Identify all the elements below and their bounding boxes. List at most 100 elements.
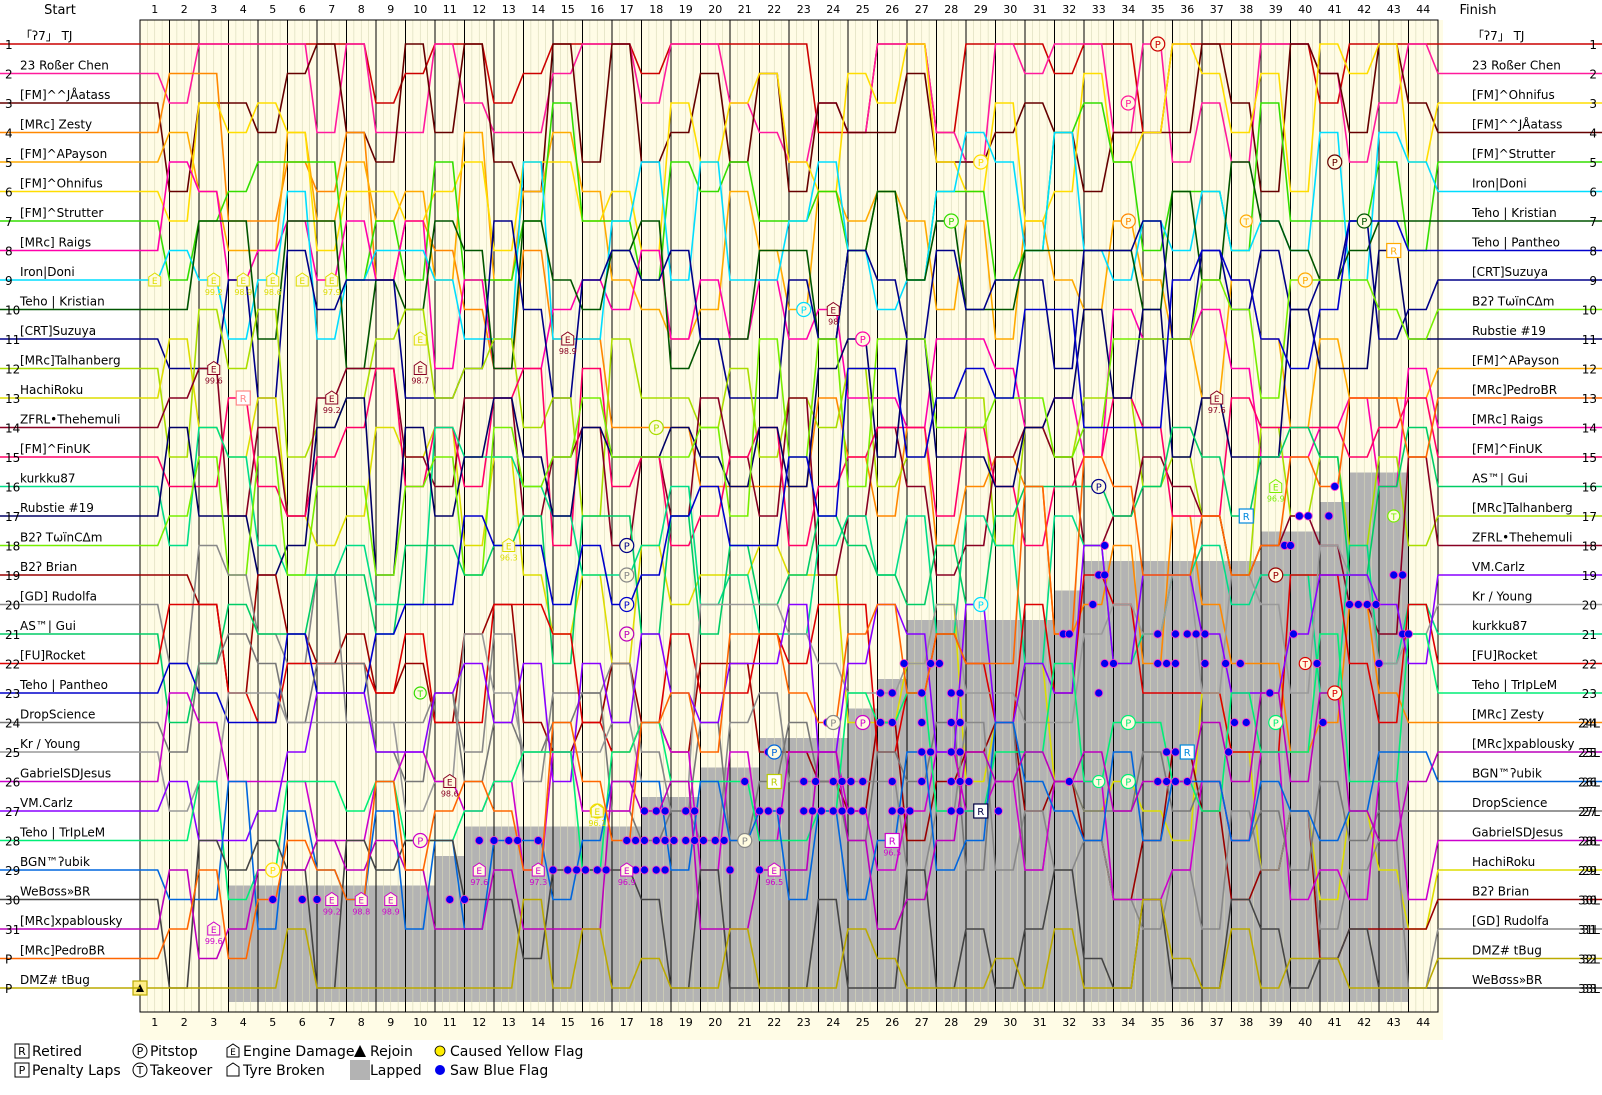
blue-flag-dot: [1094, 688, 1104, 698]
start-driver-name: VM.Carlz: [20, 796, 73, 810]
engine-damage-marker: [590, 803, 604, 818]
blue-flag-dot: [513, 836, 522, 845]
lap-tick-label-bottom: 32: [1062, 1016, 1076, 1029]
start-grid-labels: Start 1 「ʔ7」 TJ 2 23 Roßer Chen 3 [FM]^^JÅata…: [0, 3, 140, 996]
blue-flag-dot: [681, 806, 691, 816]
finish-position-number: 10: [1582, 304, 1597, 318]
pitstop-marker-label: P: [978, 601, 984, 612]
blue-flag-dot: [1289, 629, 1298, 639]
lapped-count-tag: 26L: [1578, 776, 1600, 790]
blue-flag-dot: [445, 895, 455, 904]
pitstop-marker-label: P: [1273, 571, 1279, 582]
penalty-laps-icon: [14, 1062, 30, 1078]
lap-tick-label-top: 22: [767, 3, 781, 16]
driver-position-line: [140, 43, 1439, 252]
start-label: Start: [44, 3, 76, 18]
lap-tick-label-top: 7: [328, 3, 335, 16]
start-driver-name: DMZ# tBug: [20, 973, 90, 987]
lap-tick-label-bottom: 30: [1003, 1016, 1017, 1029]
pitstop-marker-label: P: [1125, 719, 1131, 730]
lap-tick-label-top: 30: [1003, 3, 1017, 16]
pitstop-marker-label: P: [860, 335, 866, 346]
lap-tick-label-top: 35: [1151, 3, 1165, 16]
engine-damage-marker: [384, 891, 398, 906]
finish-label: Finish: [1459, 3, 1496, 18]
start-position-number: 29: [5, 864, 20, 878]
engine-damage-marker-label: E: [211, 926, 217, 936]
blue-flag-dot: [837, 777, 847, 786]
lap-tick-label-top: 13: [502, 3, 516, 16]
lap-tick-label-bottom: 13: [502, 1016, 516, 1029]
finish-driver-name: [GD] Rudolfa: [1472, 914, 1549, 928]
tyre-broken-icon: [226, 1062, 240, 1077]
retired-marker: [884, 832, 900, 849]
retired-marker-label: R: [889, 837, 896, 848]
finish-driver-name: Teho | Pantheo: [1471, 236, 1560, 250]
engine-damage-marker-label: E: [506, 543, 512, 553]
lap-tick-label-top: 3: [210, 3, 217, 16]
blue-flag-dot: [1389, 570, 1399, 580]
blue-flag-dot: [719, 836, 729, 845]
start-driver-name: [FM]^Ohnifus: [20, 177, 103, 191]
lap-tick-label-top: 44: [1416, 3, 1430, 16]
pitstop-marker: [619, 626, 635, 642]
pitstop-marker: [1327, 685, 1343, 701]
engine-damage-marker-label: E: [830, 307, 836, 317]
finish-position-number: 12: [1582, 363, 1597, 377]
legend: R Retired P Penalty Laps P Pitstop T Takeover E E…: [14, 1043, 583, 1080]
blue-flag-dot: [533, 836, 543, 845]
blue-flag-dot: [876, 688, 885, 698]
finish-position-number: 2: [1589, 68, 1597, 82]
engine-damage-marker: [325, 272, 339, 287]
driver-position-line: [140, 426, 1439, 724]
lapped-count-tag: 30L: [1578, 894, 1600, 908]
lapped-count-tag: 25L: [1578, 746, 1600, 760]
engine-damage-marker: [236, 272, 250, 287]
blue-flag-dot: [1265, 688, 1275, 698]
lap-tick-label-top: 11: [443, 3, 457, 16]
pitstop-marker: [766, 744, 782, 760]
pitstop-marker: [973, 154, 989, 170]
start-driver-name: [FM]^^JÅatass: [20, 87, 110, 102]
lap-tick-label-bottom: 41: [1328, 1016, 1342, 1029]
lap-tick-label-bottom: 16: [590, 1016, 604, 1029]
finish-driver-name: [MRc]PedroBR: [1472, 383, 1557, 397]
lap-tick-label-top: 32: [1062, 3, 1076, 16]
engine-damage-marker-label: E: [624, 867, 630, 877]
pitstop-marker: [1091, 478, 1107, 495]
engine-damage-value: 99.6: [205, 377, 223, 386]
finish-position-number: 25: [1582, 746, 1597, 760]
finish-order-labels: Finish 「ʔ7」 TJ 1 23 Roßer Chen 2 [FM]^Ohnifu…: [1438, 3, 1602, 996]
engine-damage-marker: [1269, 478, 1283, 493]
blue-flag-dot: [1303, 511, 1313, 521]
blue-flag-dot: [926, 747, 935, 757]
finish-driver-name: [MRc] Raigs: [1472, 413, 1543, 427]
finish-driver-name: [MRc] Zesty: [1472, 708, 1544, 722]
engine-damage-marker: [148, 272, 162, 287]
pitstop-marker-label: P: [801, 306, 807, 317]
start-position-number: 9: [5, 274, 13, 288]
lap-tick-label-top: 27: [915, 3, 929, 16]
engine-damage-value: 97.6: [1208, 406, 1226, 415]
blue-flag-dot: [1153, 777, 1163, 786]
lap-tick-label-bottom: 23: [797, 1016, 811, 1029]
lap-tick-label-bottom: 9: [387, 1016, 394, 1029]
start-position-number: 27: [5, 805, 20, 819]
pitstop-marker-label: P: [1125, 217, 1131, 228]
engine-damage-value: 96.5: [765, 878, 783, 887]
engine-damage-marker-label: E: [299, 277, 305, 287]
lap-tick-label-top: 37: [1210, 3, 1224, 16]
finish-driver-name: Teho | Kristian: [1471, 206, 1557, 220]
start-position-number: 20: [5, 599, 20, 613]
engine-damage-value: 96.3: [500, 554, 518, 563]
finish-position-number: 14: [1582, 422, 1597, 436]
lap-tick-label-top: 2: [181, 3, 188, 16]
lap-tick-label-top: 8: [358, 3, 365, 16]
pitstop-marker: [648, 419, 664, 436]
lapped-count-tag: 29L: [1578, 864, 1600, 878]
takeover-icon-glyph: T: [136, 1064, 144, 1077]
pitstop-marker-label: P: [1125, 99, 1131, 110]
lap-tick-label-bottom: 22: [767, 1016, 781, 1029]
lap-tick-label-top: 4: [240, 3, 247, 16]
pitstop-marker-label: P: [830, 719, 836, 730]
